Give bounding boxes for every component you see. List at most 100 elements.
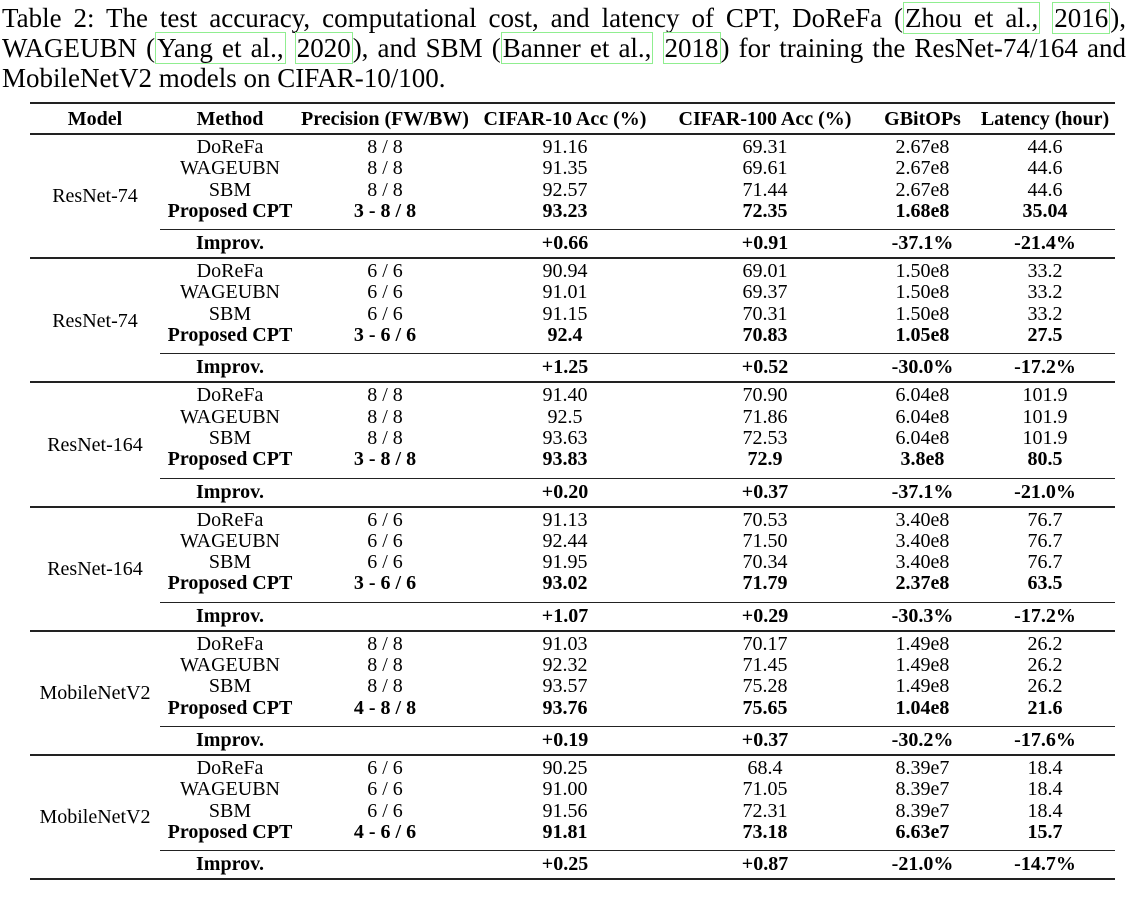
table-row: MobileNetV2 DoReFa 6 / 6 90.25 68.4 8.39e7 18.… xyxy=(30,757,1115,828)
cell-method: SBM xyxy=(208,302,252,325)
column-header-method: Method xyxy=(196,108,264,130)
cell-method: Proposed CPT xyxy=(167,820,293,843)
improv-label: Improv. xyxy=(160,477,300,506)
cell-cifar10: 91.03 xyxy=(542,632,588,655)
cell-gbitops: 1.04e8 xyxy=(895,696,950,719)
table-container: Model Method Precision (FW/BW) CIFAR-10 … xyxy=(30,102,1130,881)
cell-method: DoReFa xyxy=(196,508,264,531)
improv-cifar100: +0.37 xyxy=(660,725,870,754)
cell-precision: 8 / 8 xyxy=(367,157,403,180)
cell-cifar100: 70.53 xyxy=(742,508,788,531)
cell-method: Proposed CPT xyxy=(167,448,293,471)
citation-link[interactable]: 2020 xyxy=(294,32,353,64)
improvement-row: Improv. +1.25 +0.52 -30.0% -17.2% xyxy=(30,353,1115,381)
caption-text: ) for training the ResNet-74/164 and xyxy=(720,33,1126,63)
cell-precision: 8 / 8 xyxy=(367,178,403,201)
cell-cifar10: 92.32 xyxy=(542,654,588,677)
improv-latency: -17.6% xyxy=(975,725,1115,754)
separator-rule xyxy=(30,505,1115,510)
cell-latency: 26.2 xyxy=(1027,654,1063,677)
cell-method: SBM xyxy=(208,178,252,201)
cell-precision: 6 / 6 xyxy=(367,778,403,801)
citation-link[interactable]: Yang et al., xyxy=(155,32,286,64)
improv-gbitops: -37.1% xyxy=(870,229,975,257)
cell-method: SBM xyxy=(208,799,252,822)
cell-precision: 8 / 8 xyxy=(367,675,403,698)
cell-gbitops: 1.50e8 xyxy=(895,260,950,283)
caption-line: MobileNetV2 models on CIFAR-10/100. xyxy=(2,63,1126,93)
column-header-latency: Latency (hour) xyxy=(980,108,1110,130)
cell-cifar100: 71.86 xyxy=(742,405,788,428)
table-row: Proposed CPT 4 - 8 / 8 93.76 75.65 1.04e8 21.… xyxy=(30,696,1115,726)
model-name: MobileNetV2 xyxy=(39,682,151,705)
table-row: ResNet-164 DoReFa 6 / 6 91.13 70.53 3.40e8 76.… xyxy=(30,508,1115,580)
cell-cifar10: 91.56 xyxy=(542,799,588,822)
cell-cifar10: 91.35 xyxy=(542,157,588,180)
improv-gbitops: -30.2% xyxy=(870,725,975,754)
table-row: ResNet-74 DoReFa 8 / 8 91.16 69.31 2.67e8 44.6 xyxy=(30,136,1115,207)
table-header-row: Model Method Precision (FW/BW) CIFAR-10 … xyxy=(30,106,1115,133)
table-caption: Table 2: The test accuracy, computationa… xyxy=(0,0,1128,93)
cell-cifar100: 69.37 xyxy=(742,281,788,304)
cell-gbitops: 1.49e8 xyxy=(895,654,950,677)
cell-cifar10: 93.02 xyxy=(542,572,588,595)
cell-gbitops: 6.04e8 xyxy=(895,384,950,407)
cell-method: WAGEUBN xyxy=(180,157,280,180)
cell-precision: 8 / 8 xyxy=(367,136,403,158)
cell-latency: 33.2 xyxy=(1027,260,1063,283)
cell-method: DoReFa xyxy=(196,384,264,407)
cell-method: WAGEUBN xyxy=(180,281,280,304)
improv-latency: -21.4% xyxy=(975,229,1115,257)
table-row: SBM 8 / 8 93.63 72.53 6.04e8 101.9 xyxy=(30,426,1115,449)
citation-link[interactable]: Banner et al., xyxy=(500,32,654,64)
cell-method: DoReFa xyxy=(196,632,264,655)
top-rule xyxy=(30,102,1115,106)
cell-cifar10: 92.57 xyxy=(542,178,588,201)
cell-cifar100: 71.79 xyxy=(742,572,788,595)
improv-gbitops: -30.0% xyxy=(870,353,975,381)
cell-gbitops: 6.63e7 xyxy=(895,820,950,843)
cell-gbitops: 3.40e8 xyxy=(895,529,950,552)
caption-text: WAGEUBN ( xyxy=(2,33,156,63)
cell-method: WAGEUBN xyxy=(180,405,280,428)
cell-cifar100: 70.34 xyxy=(742,551,788,574)
separator-rule xyxy=(30,381,1115,385)
improv-latency: -14.7% xyxy=(975,850,1115,878)
improv-latency: -21.0% xyxy=(975,477,1115,506)
improv-cifar10: +1.25 xyxy=(470,353,660,381)
cell-latency: 80.5 xyxy=(1027,448,1063,471)
cell-cifar100: 69.01 xyxy=(742,260,788,283)
cell-cifar100: 71.05 xyxy=(742,778,788,801)
citation-link[interactable]: Zhou et al., xyxy=(902,2,1041,34)
cell-method: WAGEUBN xyxy=(180,529,280,552)
cell-latency: 76.7 xyxy=(1027,529,1063,552)
cell-latency: 76.7 xyxy=(1027,551,1063,574)
cell-cifar10: 91.16 xyxy=(542,136,588,158)
cell-precision: 8 / 8 xyxy=(367,426,403,449)
cell-precision: 4 - 8 / 8 xyxy=(353,696,417,719)
cell-precision: 3 - 8 / 8 xyxy=(353,448,417,471)
column-header-model: Model xyxy=(67,108,123,130)
cell-precision: 8 / 8 xyxy=(367,654,403,677)
cell-latency: 35.04 xyxy=(1022,199,1068,222)
improv-precision xyxy=(300,725,470,754)
citation-link[interactable]: 2016 xyxy=(1052,2,1111,34)
cell-method: Proposed CPT xyxy=(167,572,293,595)
model-name: ResNet-74 xyxy=(52,185,138,208)
cell-method: DoReFa xyxy=(196,260,264,283)
table-row: MobileNetV2 DoReFa 8 / 8 91.03 70.17 1.49e8 26… xyxy=(30,632,1115,704)
improv-cifar10: +0.19 xyxy=(470,725,660,754)
citation-link[interactable]: 2018 xyxy=(662,32,721,64)
cell-precision: 8 / 8 xyxy=(367,384,403,407)
table-row: WAGEUBN 6 / 6 92.44 71.50 3.40e8 76.7 xyxy=(30,529,1115,552)
column-header-gbitops: GBitOPs xyxy=(884,108,961,130)
improv-cifar100: +0.37 xyxy=(660,477,870,506)
column-header-precision: Precision (FW/BW) xyxy=(301,108,469,130)
improv-precision xyxy=(300,601,470,630)
improv-label: Improv. xyxy=(160,850,300,878)
cell-precision: 8 / 8 xyxy=(367,405,403,428)
cell-latency: 33.2 xyxy=(1027,302,1063,325)
cell-gbitops: 1.50e8 xyxy=(895,302,950,325)
table-row: SBM 6 / 6 91.15 70.31 1.50e8 33.2 xyxy=(30,302,1115,325)
improvement-row: Improv. +0.66 +0.91 -37.1% -21.4% xyxy=(30,229,1115,257)
